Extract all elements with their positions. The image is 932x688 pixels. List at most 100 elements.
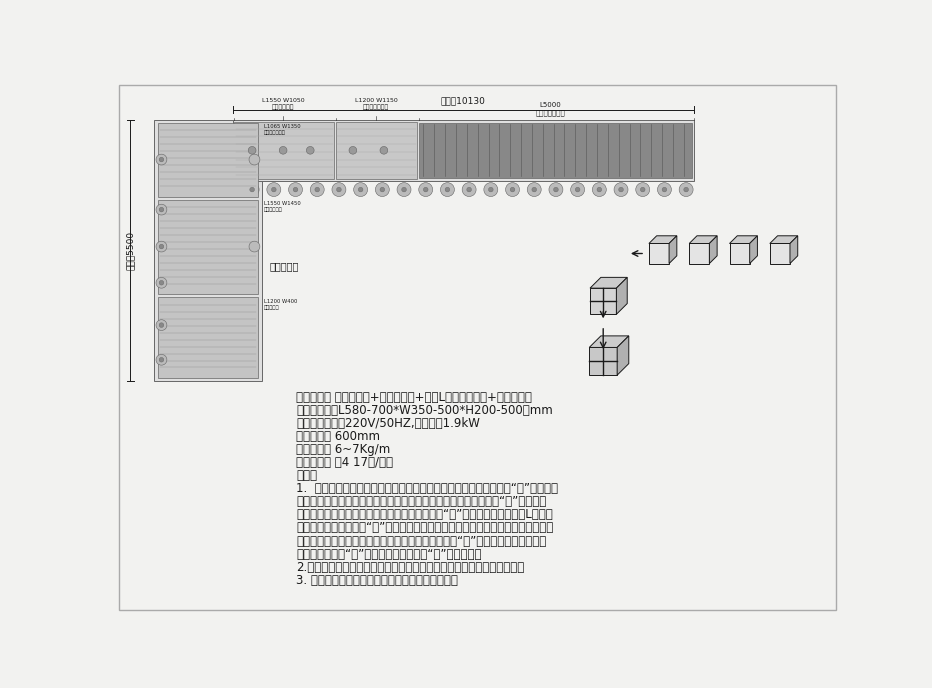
Circle shape <box>679 182 693 197</box>
Circle shape <box>636 182 650 197</box>
Circle shape <box>528 182 541 197</box>
Circle shape <box>418 182 432 197</box>
Circle shape <box>310 182 324 197</box>
Circle shape <box>619 187 624 192</box>
Circle shape <box>156 320 167 330</box>
Text: 说明：: 说明： <box>296 469 317 482</box>
Text: 电源功率：单相220V/50HZ,总功率坩1.9kW: 电源功率：单相220V/50HZ,总功率坩1.9kW <box>296 417 480 430</box>
Circle shape <box>397 182 411 197</box>
Polygon shape <box>616 277 627 314</box>
Circle shape <box>249 154 260 165</box>
Polygon shape <box>730 236 758 244</box>
Bar <box>158 297 258 378</box>
Circle shape <box>575 187 580 192</box>
Circle shape <box>159 358 164 362</box>
Polygon shape <box>770 236 798 244</box>
Circle shape <box>549 182 563 197</box>
Text: L1200 W400
皮带输送机: L1200 W400 皮带输送机 <box>264 299 297 310</box>
Circle shape <box>505 182 519 197</box>
Circle shape <box>159 323 164 327</box>
Bar <box>158 200 258 294</box>
Circle shape <box>640 187 645 192</box>
Circle shape <box>336 187 341 192</box>
Circle shape <box>402 187 406 192</box>
Text: 总宽：5500: 总宽：5500 <box>126 231 135 270</box>
Text: 皮带速度： 坩4 17米/分钟: 皮带速度： 坩4 17米/分钟 <box>296 456 393 469</box>
Text: L5000
皮带输送输送机: L5000 皮带输送输送机 <box>536 102 566 116</box>
Text: 机器名称： 直线角边机+侧边封筱机+自动L型角边封筱机+侧边封筱机: 机器名称： 直线角边机+侧边封筱机+自动L型角边封筱机+侧边封筱机 <box>296 391 532 404</box>
Polygon shape <box>617 336 629 375</box>
Text: 使用气源： 6~7Kg/m: 使用气源： 6~7Kg/m <box>296 443 391 456</box>
Circle shape <box>271 187 276 192</box>
Circle shape <box>441 182 455 197</box>
Circle shape <box>307 147 314 154</box>
Polygon shape <box>649 244 669 264</box>
Circle shape <box>380 147 388 154</box>
Polygon shape <box>690 244 709 264</box>
Polygon shape <box>589 336 629 347</box>
Polygon shape <box>669 236 677 264</box>
Circle shape <box>245 182 259 197</box>
Polygon shape <box>709 236 717 264</box>
Text: L1550 W1450
超级封筱机组: L1550 W1450 超级封筱机组 <box>264 201 300 212</box>
Polygon shape <box>590 288 616 314</box>
Text: 总长：10130: 总长：10130 <box>441 96 486 106</box>
Bar <box>418 122 692 178</box>
Circle shape <box>488 187 493 192</box>
Text: 台面高度： 600mm: 台面高度： 600mm <box>296 430 380 443</box>
Text: 正向输送机: 正向输送机 <box>270 261 299 271</box>
Circle shape <box>423 187 428 192</box>
Circle shape <box>657 182 671 197</box>
Text: 效果为纸筱上下“田”字型封筱，侧边上部“口”字型封筱。: 效果为纸筱上下“田”字型封筱，侧边上部“口”字型封筱。 <box>296 548 482 561</box>
Polygon shape <box>690 236 717 244</box>
Text: L1200 W1150
四边角边封筱机: L1200 W1150 四边角边封筱机 <box>355 98 398 109</box>
Circle shape <box>554 187 558 192</box>
Circle shape <box>250 187 254 192</box>
Circle shape <box>614 182 628 197</box>
Circle shape <box>662 187 666 192</box>
Circle shape <box>159 281 164 285</box>
Circle shape <box>532 187 537 192</box>
Circle shape <box>380 187 385 192</box>
Circle shape <box>376 182 390 197</box>
Circle shape <box>467 187 472 192</box>
Text: L1550 W1050
超级封筱机组: L1550 W1050 超级封筱机组 <box>262 98 305 109</box>
Polygon shape <box>589 347 617 375</box>
Polygon shape <box>590 277 627 288</box>
Circle shape <box>353 182 367 197</box>
Bar <box>158 122 258 197</box>
Circle shape <box>349 147 357 154</box>
Bar <box>233 120 694 181</box>
Circle shape <box>156 241 167 252</box>
Circle shape <box>156 154 167 165</box>
Circle shape <box>332 182 346 197</box>
Polygon shape <box>790 236 798 264</box>
Polygon shape <box>749 236 758 264</box>
Circle shape <box>156 354 167 365</box>
Text: 封筱机，完成纸筱宽度“三”字型封筱效果（由于纸筱长度限制，最多中间加一组机: 封筱机，完成纸筱宽度“三”字型封筱效果（由于纸筱长度限制，最多中间加一组机 <box>296 522 554 535</box>
Circle shape <box>159 158 164 162</box>
Bar <box>234 122 335 179</box>
Circle shape <box>294 187 298 192</box>
Text: 芯）。后再进入侧边封筱机，封纸筱宽度两侧边上部“一”字封筱效果。最终封筱: 芯）。后再进入侧边封筱机，封纸筱宽度两侧边上部“一”字封筱效果。最终封筱 <box>296 535 546 548</box>
Text: 2.适用于同一时间，同一规格封筱。更换规格时，手工调节宽度和高度。: 2.适用于同一时间，同一规格封筱。更换规格时，手工调节宽度和高度。 <box>296 561 525 574</box>
Circle shape <box>248 147 256 154</box>
Circle shape <box>510 187 514 192</box>
Circle shape <box>462 182 476 197</box>
Circle shape <box>156 277 167 288</box>
Text: 果。进入直线角边封筱机，完成纸筱长度上下四处边角封筱，达成“三”字封筱效: 果。进入直线角边封筱机，完成纸筱长度上下四处边角封筱，达成“三”字封筱效 <box>296 495 546 508</box>
Circle shape <box>280 147 287 154</box>
Circle shape <box>156 204 167 215</box>
Circle shape <box>684 187 689 192</box>
Bar <box>154 120 262 381</box>
Circle shape <box>315 187 320 192</box>
Circle shape <box>289 182 303 197</box>
Bar <box>336 122 418 179</box>
Circle shape <box>267 182 281 197</box>
Circle shape <box>159 244 164 249</box>
Circle shape <box>249 241 260 252</box>
Polygon shape <box>730 244 749 264</box>
Circle shape <box>358 187 363 192</box>
Circle shape <box>597 187 602 192</box>
Polygon shape <box>770 244 790 264</box>
